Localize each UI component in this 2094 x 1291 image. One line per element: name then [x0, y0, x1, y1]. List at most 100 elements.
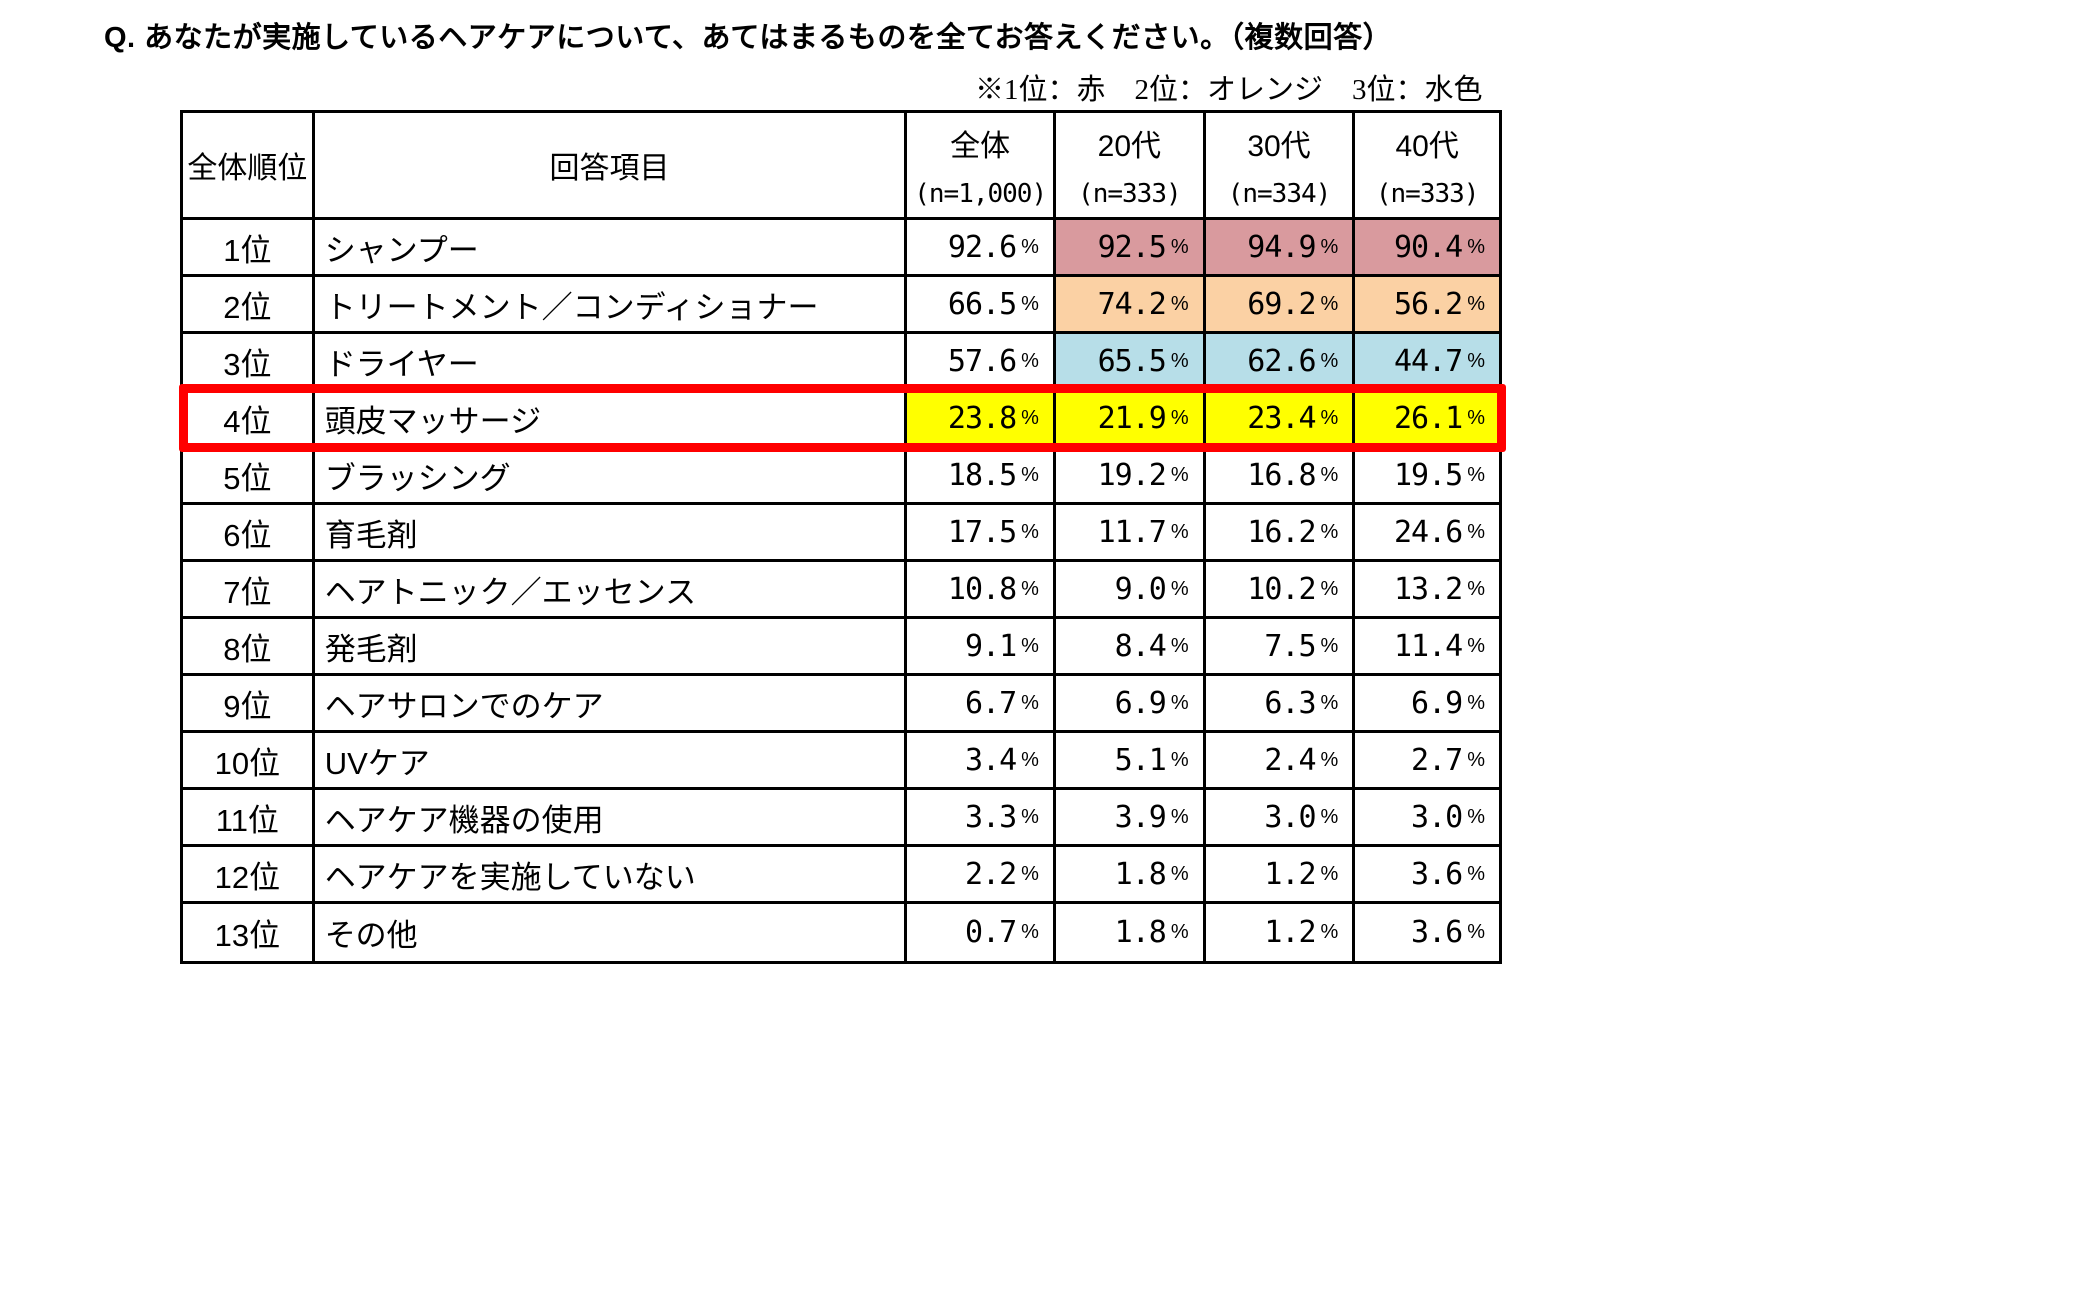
- value-number: 8.4: [1114, 628, 1167, 664]
- value-cell: 6.7 %: [907, 676, 1056, 730]
- rank-label: 10位: [214, 745, 281, 781]
- value-cell: 0.7 %: [907, 904, 1056, 961]
- value-number: 23.8: [947, 400, 1017, 436]
- item-cell: ヘアトニック／エッセンス: [315, 562, 908, 616]
- percent-sign: %: [1021, 292, 1039, 315]
- percent-sign: %: [1170, 520, 1189, 543]
- value-number: 3.6: [1411, 856, 1463, 892]
- percent-sign: %: [1170, 805, 1189, 828]
- header-30s-n: (n=334): [1227, 179, 1332, 209]
- value-cell: 6.9 %: [1355, 676, 1499, 730]
- value-number: 1.8: [1114, 915, 1167, 950]
- value-cell: 13.2 %: [1355, 562, 1499, 616]
- value-cell: 16.8 %: [1206, 448, 1356, 502]
- value-number: 1.8: [1114, 856, 1167, 892]
- percent-sign: %: [1467, 862, 1485, 885]
- header-cell-40s: 40代 (n=333): [1355, 113, 1499, 217]
- percent-sign: %: [1320, 634, 1339, 657]
- value-number: 2.4: [1264, 742, 1316, 778]
- value-number: 56.2: [1393, 286, 1463, 322]
- value-number: 1.2: [1264, 915, 1316, 950]
- percent-sign: %: [1320, 349, 1339, 372]
- header-40s-stack: 40代 (n=333): [1355, 121, 1499, 209]
- table-row: 4位 頭皮マッサージ 23.8 % 21.9 % 23.4 % 26.1 %: [179, 384, 1506, 452]
- table-row: 3位 ドライヤー 57.6 % 65.5 % 62.6 % 44.7 %: [183, 334, 1499, 391]
- percent-sign: %: [1170, 748, 1189, 771]
- value-cell: 1.8 %: [1056, 904, 1206, 961]
- value-cell: 74.2 %: [1055, 277, 1206, 331]
- percent-sign: %: [1320, 862, 1339, 885]
- table-header-row: 全体順位 回答項目 全体 (n=1,000) 20代 (n=333) 30代 (…: [183, 113, 1499, 220]
- percent-sign: %: [1170, 577, 1189, 600]
- value-cell: 62.6 %: [1205, 334, 1356, 388]
- value-cell: 19.2 %: [1056, 448, 1206, 502]
- table-row: 1位 シャンプー 92.6 % 92.5 % 94.9 % 90.4 %: [183, 220, 1499, 277]
- percent-sign: %: [1170, 235, 1189, 258]
- value-number: 90.4: [1393, 229, 1463, 265]
- value-cell: 3.6 %: [1355, 904, 1499, 961]
- percent-sign: %: [1467, 748, 1485, 771]
- percent-sign: %: [1467, 349, 1485, 372]
- percent-sign: %: [1170, 634, 1189, 657]
- percent-sign: %: [1320, 292, 1339, 315]
- percent-sign: %: [1021, 921, 1039, 943]
- value-cell: 10.8 %: [907, 562, 1056, 616]
- question-title: Q. あなたが実施しているヘアケアについて、あてはまるものを全てお答えください。…: [104, 22, 1393, 54]
- rank-cell: 8位: [183, 619, 315, 673]
- value-cell: 3.0 %: [1355, 790, 1499, 844]
- value-number: 17.5: [947, 514, 1017, 550]
- item-cell: ヘアケア機器の使用: [315, 790, 908, 844]
- percent-sign: %: [1467, 292, 1485, 315]
- value-cell: 57.6 %: [907, 334, 1056, 388]
- value-number: 3.0: [1264, 799, 1316, 835]
- value-number: 23.4: [1247, 400, 1316, 436]
- value-number: 44.7: [1393, 343, 1463, 379]
- rank-label: 2位: [223, 289, 272, 325]
- value-cell: 66.5 %: [907, 277, 1056, 331]
- header-total-n: (n=1,000): [914, 179, 1047, 209]
- header-cell-30s: 30代 (n=334): [1206, 113, 1356, 217]
- percent-sign: %: [1021, 349, 1039, 372]
- rank-cell: 10位: [183, 733, 315, 787]
- header-item-label: 回答項目: [549, 152, 670, 185]
- rank-label: 5位: [223, 460, 272, 496]
- header-20s-label: 20代: [1097, 130, 1162, 163]
- percent-sign: %: [1320, 235, 1339, 258]
- table-row: 8位 発毛剤 9.1 % 8.4 % 7.5 % 11.4 %: [183, 619, 1499, 676]
- header-40s-n: (n=333): [1375, 179, 1480, 209]
- header-20s-n: (n=333): [1078, 179, 1182, 209]
- item-cell: 育毛剤: [315, 505, 908, 559]
- value-cell: 3.6 %: [1355, 847, 1499, 901]
- value-cell: 3.9 %: [1056, 790, 1206, 844]
- percent-sign: %: [1467, 577, 1485, 600]
- percent-sign: %: [1320, 748, 1339, 771]
- rank-cell: 6位: [183, 505, 315, 559]
- item-label: 育毛剤: [324, 517, 418, 553]
- value-number: 3.9: [1114, 799, 1167, 835]
- value-number: 7.5: [1264, 628, 1316, 664]
- percent-sign: %: [1170, 292, 1189, 315]
- haircare-ranking-table: 全体順位 回答項目 全体 (n=1,000) 20代 (n=333) 30代 (…: [179, 110, 1506, 964]
- header-cell-item: 回答項目: [315, 113, 908, 217]
- percent-sign: %: [1021, 634, 1039, 657]
- percent-sign: %: [1467, 520, 1485, 543]
- item-cell: UVケア: [315, 733, 908, 787]
- percent-sign: %: [1320, 520, 1339, 543]
- value-cell: 21.9 %: [1055, 391, 1206, 445]
- percent-sign: %: [1320, 406, 1339, 429]
- value-number: 13.2: [1393, 571, 1463, 607]
- rank-label: 11位: [215, 802, 279, 838]
- item-label: トリートメント／コンディショナー: [324, 289, 819, 325]
- value-number: 3.0: [1411, 799, 1463, 835]
- value-cell: 5.1 %: [1056, 733, 1206, 787]
- value-number: 92.5: [1097, 229, 1167, 265]
- value-cell: 3.3 %: [907, 790, 1056, 844]
- value-number: 24.6: [1393, 514, 1463, 550]
- header-cell-rank: 全体順位: [183, 113, 315, 217]
- item-label: 頭皮マッサージ: [324, 403, 542, 439]
- percent-sign: %: [1320, 577, 1339, 600]
- item-label: ヘアサロンでのケア: [324, 688, 604, 724]
- value-cell: 1.2 %: [1206, 847, 1356, 901]
- rank-label: 6位: [223, 517, 272, 553]
